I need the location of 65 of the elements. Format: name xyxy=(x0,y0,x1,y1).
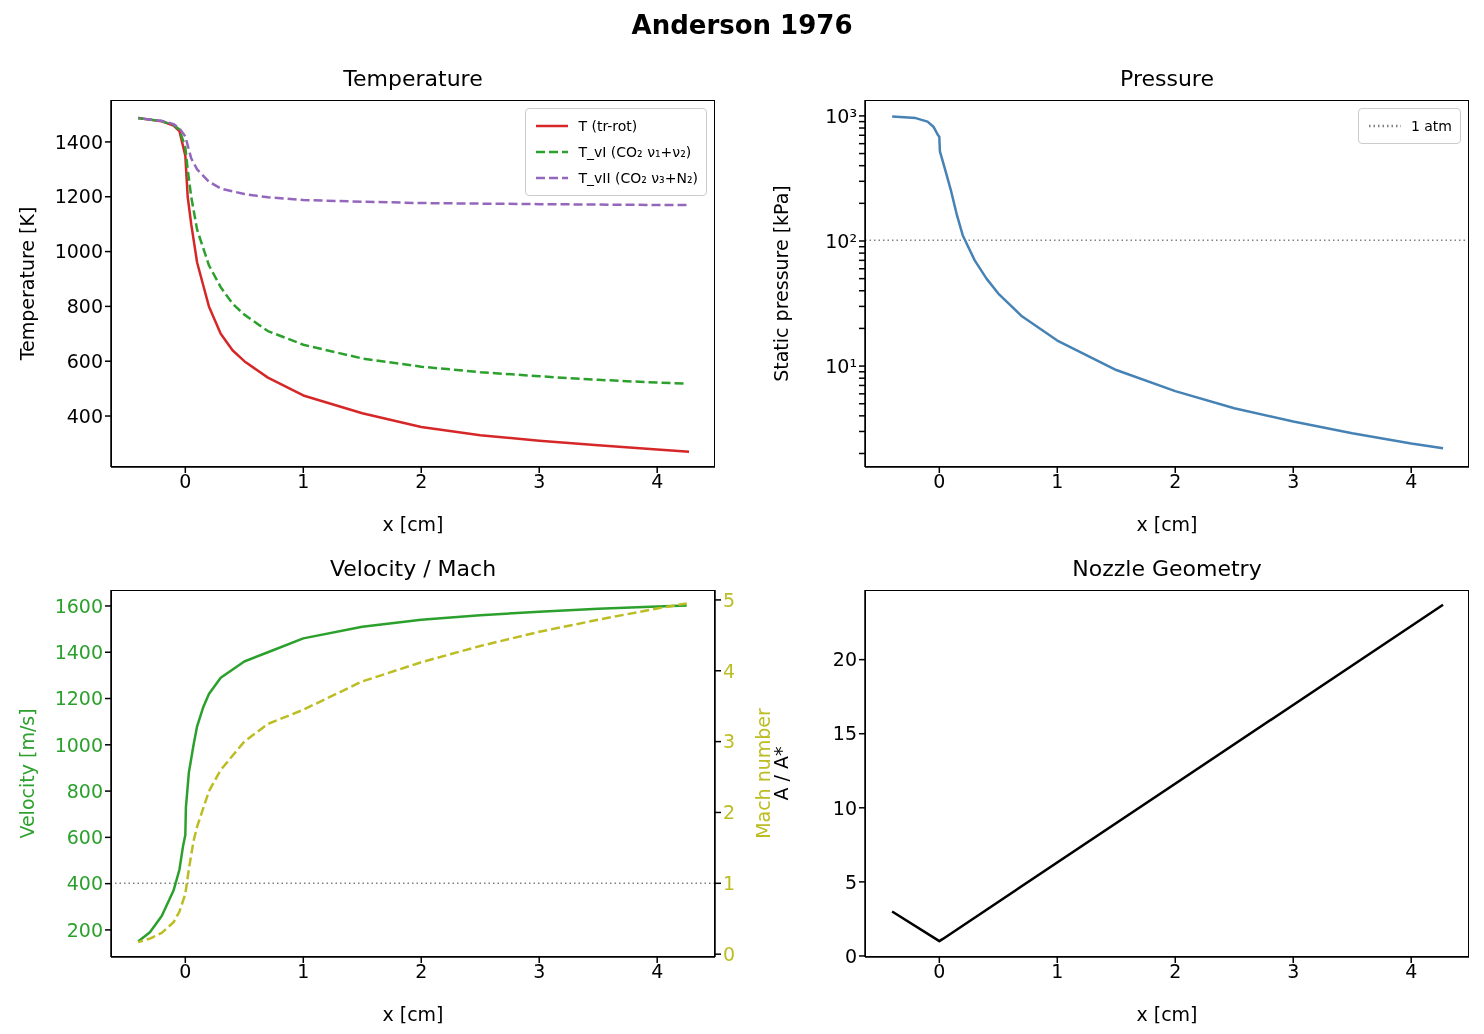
y-tick-label: 1400 xyxy=(54,130,103,153)
x-tick-label: 2 xyxy=(1169,960,1182,983)
y-tick-label: 1200 xyxy=(54,185,103,208)
y-axis-title: Static pressure [kPa] xyxy=(769,185,792,382)
x-tick-label: 1 xyxy=(1051,960,1064,983)
y-tick-label: 10¹ xyxy=(825,354,857,377)
y2-tick-label: 2 xyxy=(723,801,736,824)
chart-title: Velocity / Mach xyxy=(328,556,498,581)
y2-tick-label: 0 xyxy=(723,942,736,965)
x-tick-label: 0 xyxy=(933,470,946,493)
x-tick-label: 0 xyxy=(179,470,192,493)
x-axis-title: x [cm] xyxy=(1136,1003,1198,1025)
y-tick-label: 15 xyxy=(832,722,857,745)
y2-tick-label: 1 xyxy=(723,872,736,895)
x-tick-label: 2 xyxy=(1169,470,1182,493)
y-tick-label: 1000 xyxy=(54,240,103,263)
x-tick-label: 1 xyxy=(297,470,310,493)
y-tick-label: 600 xyxy=(66,349,103,372)
chart-title: Nozzle Geometry xyxy=(1071,556,1263,581)
y-tick-label: 1200 xyxy=(54,687,103,710)
x-tick-label: 1 xyxy=(1051,470,1064,493)
x-tick-label: 4 xyxy=(651,470,664,493)
x-tick-label: 0 xyxy=(179,960,192,983)
legend-label: T_vI (CO₂ ν₁+ν₂) xyxy=(578,143,692,162)
x-tick-label: 1 xyxy=(297,960,310,983)
x-tick-label: 0 xyxy=(933,960,946,983)
text: Anderson 1976 xyxy=(630,10,854,40)
y-axis-title: Velocity [m/s] xyxy=(15,708,38,839)
x-tick-label: 3 xyxy=(1287,960,1300,983)
x-tick-label: 3 xyxy=(533,470,546,493)
y-tick-label: 0 xyxy=(844,944,857,967)
y-tick-label: 200 xyxy=(66,918,103,941)
y-tick-label: 400 xyxy=(66,404,103,427)
legend-label: T_vII (CO₂ ν₃+N₂) xyxy=(578,169,698,188)
y2-tick-label: 4 xyxy=(723,659,736,682)
y-tick-label: 5 xyxy=(844,870,857,893)
y-tick-label: 1600 xyxy=(54,594,103,617)
x-tick-label: 2 xyxy=(415,960,428,983)
y-tick-label: 10 xyxy=(832,796,857,819)
y-tick-label: 800 xyxy=(66,295,103,318)
chart-title: Pressure xyxy=(1119,66,1215,91)
y-tick-label: 800 xyxy=(66,779,103,802)
y-tick-label: 1400 xyxy=(54,640,103,663)
x-axis-title: x [cm] xyxy=(382,1003,444,1025)
y-tick-label: 10² xyxy=(825,229,857,252)
x-tick-label: 3 xyxy=(1287,470,1300,493)
y-tick-label: 1000 xyxy=(54,733,103,756)
y-axis-title: Temperature [K] xyxy=(15,206,38,362)
y-tick-label: 400 xyxy=(66,872,103,895)
legend-label: T (tr-rot) xyxy=(578,117,638,136)
y2-tick-label: 5 xyxy=(723,588,736,611)
y2-tick-label: 3 xyxy=(723,730,736,753)
y-tick-label: 20 xyxy=(832,648,857,671)
x-axis-title: x [cm] xyxy=(382,513,444,535)
x-tick-label: 4 xyxy=(1405,960,1418,983)
x-tick-label: 2 xyxy=(415,470,428,493)
x-tick-label: 4 xyxy=(1405,470,1418,493)
x-tick-label: 3 xyxy=(533,960,546,983)
y-tick-label: 10³ xyxy=(825,104,857,127)
x-axis-title: x [cm] xyxy=(1136,513,1198,535)
y-tick-label: 600 xyxy=(66,826,103,849)
legend-label: 1 atm xyxy=(1410,117,1452,136)
chart-title: Temperature xyxy=(342,66,484,91)
line-series xyxy=(890,603,1445,943)
x-tick-label: 4 xyxy=(651,960,664,983)
